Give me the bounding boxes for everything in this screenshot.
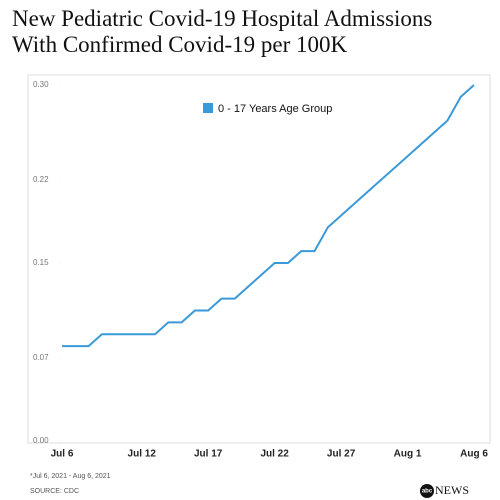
y-tick-label: 0.30 xyxy=(33,80,49,89)
legend-label: 0 - 17 Years Age Group xyxy=(218,103,332,115)
x-tick-label: Jul 12 xyxy=(128,449,157,460)
source: SOURCE: CDC xyxy=(30,488,79,495)
y-tick-label: 0.15 xyxy=(33,258,49,267)
y-tick-label: 0.22 xyxy=(33,175,49,184)
logo-circle xyxy=(420,484,434,498)
chart-title: New Pediatric Covid-19 Hospital Admissio… xyxy=(12,6,433,57)
x-tick-label: Aug 1 xyxy=(394,449,422,460)
plot-frame xyxy=(27,74,491,444)
x-tick-label: Aug 6 xyxy=(460,449,488,460)
footnote: *Jul 6, 2021 - Aug 6, 2021 xyxy=(30,473,111,480)
x-tick-label: Jul 22 xyxy=(260,449,289,460)
logo-text: NEWS xyxy=(435,483,469,497)
x-tick-label: Jul 27 xyxy=(327,449,356,460)
logo-mark: abc xyxy=(422,489,433,495)
y-tick-label: 0.00 xyxy=(33,436,49,445)
legend-swatch xyxy=(203,103,213,113)
x-tick-label: Jul 17 xyxy=(194,449,223,460)
x-tick-label: Jul 6 xyxy=(51,449,74,460)
y-tick-label: 0.07 xyxy=(33,353,49,362)
data-line xyxy=(62,84,475,348)
